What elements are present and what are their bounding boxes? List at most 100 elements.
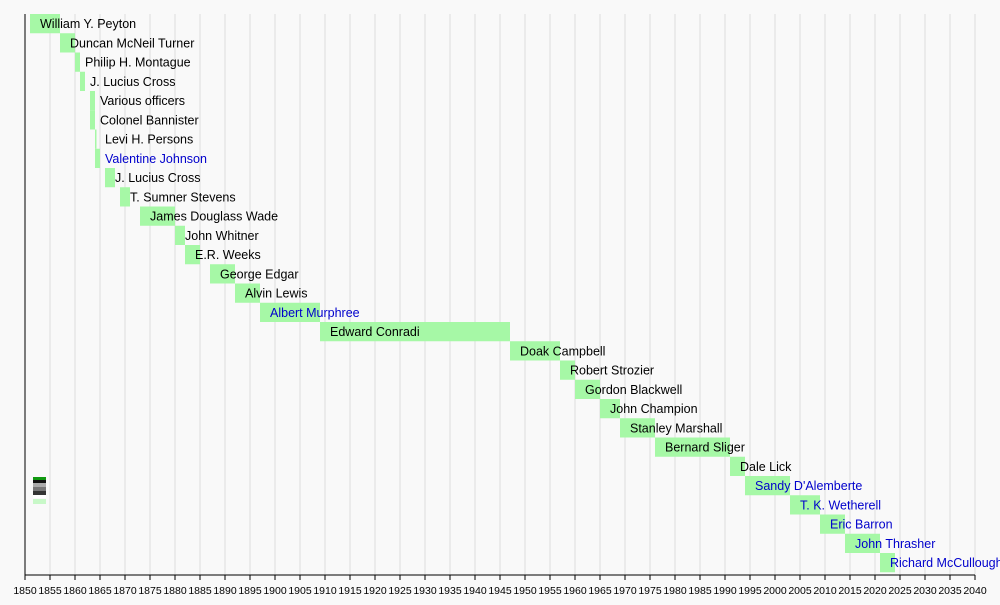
x-tick-label: 1895 — [238, 585, 262, 597]
bar-label: Philip H. Montague — [85, 56, 191, 70]
bar — [90, 91, 95, 111]
x-tick-label: 1935 — [438, 585, 462, 597]
bar — [820, 514, 845, 534]
x-tick-label: 1850 — [13, 585, 37, 597]
x-tick-label: 2000 — [763, 585, 787, 597]
legend-swatch — [33, 499, 46, 504]
x-tick-label: 1970 — [613, 585, 637, 597]
bar-label-link[interactable]: Eric Barron — [830, 518, 893, 532]
bar-label: Duncan McNeil Turner — [70, 36, 194, 50]
bar-label: George Edgar — [220, 267, 299, 281]
x-tick-label: 1950 — [513, 585, 537, 597]
x-tick-label: 1910 — [313, 585, 337, 597]
bar-label-link[interactable]: Richard McCullough — [890, 556, 1000, 570]
bar-label: Various officers — [100, 94, 185, 108]
x-tick-label: 1865 — [88, 585, 112, 597]
x-tick-label: 2010 — [813, 585, 837, 597]
bar — [105, 168, 115, 188]
x-tick-label: 1855 — [38, 585, 62, 597]
x-tick-label: 1940 — [463, 585, 487, 597]
x-tick-label: 1915 — [338, 585, 362, 597]
x-tick-label: 1890 — [213, 585, 237, 597]
legend-swatch — [33, 487, 46, 491]
bar-label-link[interactable]: John Thrasher — [855, 537, 935, 551]
x-tick-label: 1980 — [663, 585, 687, 597]
bar-label: Alvin Lewis — [245, 287, 308, 301]
bar-labels: William Y. Peyton Duncan McNeil Turner Phi… — [40, 17, 1000, 570]
legend-swatch — [33, 480, 46, 483]
bar-label: Levi H. Persons — [105, 133, 193, 147]
bar — [320, 322, 510, 342]
bar — [140, 206, 175, 226]
bar — [95, 129, 97, 149]
bar-label: Gordon Blackwell — [585, 383, 682, 397]
x-tick-label: 1965 — [588, 585, 612, 597]
x-tick-label: 1885 — [188, 585, 212, 597]
bar — [95, 148, 100, 168]
x-tick-label: 2015 — [838, 585, 862, 597]
x-tick-label: 1870 — [113, 585, 137, 597]
x-tick-label: 1905 — [288, 585, 312, 597]
x-tick-label: 1875 — [138, 585, 162, 597]
bar — [235, 283, 260, 303]
x-tick-label: 1960 — [563, 585, 587, 597]
bar — [30, 14, 60, 34]
legend — [33, 477, 46, 504]
x-tick-label: 1945 — [488, 585, 512, 597]
legend-swatch — [33, 495, 46, 498]
x-tick-label: 1985 — [688, 585, 712, 597]
x-tick-label: 1880 — [163, 585, 187, 597]
bar — [260, 302, 320, 322]
x-tick-label: 1955 — [538, 585, 562, 597]
bars — [30, 14, 895, 573]
bar-label: T. Sumner Stevens — [130, 190, 236, 204]
bar-label: William Y. Peyton — [40, 17, 136, 31]
bar — [90, 110, 95, 130]
x-tick-label: 2005 — [788, 585, 812, 597]
x-tick-label: 1995 — [738, 585, 762, 597]
x-tick-label: 1860 — [63, 585, 87, 597]
x-tick-label: 1925 — [388, 585, 412, 597]
bar — [575, 379, 600, 399]
bar-label-link[interactable]: T. K. Wetherell — [800, 498, 881, 512]
grid-lines — [49, 14, 976, 575]
x-tick-label: 2025 — [888, 585, 912, 597]
bar — [185, 245, 200, 265]
bar-label-link[interactable]: Albert Murphree — [270, 306, 360, 320]
bar — [60, 33, 75, 53]
x-tick-label: 2020 — [863, 585, 887, 597]
bar-label: James Douglass Wade — [150, 210, 278, 224]
bar-label: Doak Campbell — [520, 344, 605, 358]
bar-label: Colonel Bannister — [100, 113, 199, 127]
legend-swatch — [33, 477, 46, 480]
legend-swatch — [33, 491, 46, 495]
x-tick-label: 1920 — [363, 585, 387, 597]
bar — [210, 264, 235, 284]
bar — [120, 187, 130, 207]
bar-label: Robert Strozier — [570, 364, 654, 378]
bar — [790, 495, 820, 515]
x-tick-label: 1975 — [638, 585, 662, 597]
bar — [620, 418, 655, 438]
bar-label: Bernard Sliger — [665, 441, 745, 455]
x-tick-label: 1990 — [713, 585, 737, 597]
legend-swatch — [33, 483, 46, 487]
x-tick-label: 1930 — [413, 585, 437, 597]
bar-label: E.R. Weeks — [195, 248, 261, 262]
x-tick-label: 1900 — [263, 585, 287, 597]
bar-label-link[interactable]: Sandy D'Alemberte — [755, 479, 862, 493]
x-tick-label: 2040 — [963, 585, 987, 597]
bar-label-link[interactable]: Valentine Johnson — [105, 152, 207, 166]
bar — [175, 225, 185, 245]
bar-label: J. Lucius Cross — [90, 75, 175, 89]
bar — [510, 341, 560, 361]
x-tick-label: 2030 — [913, 585, 937, 597]
bar — [845, 533, 880, 553]
bar-label: John Whitner — [185, 229, 259, 243]
bar — [745, 476, 790, 496]
bar — [560, 360, 575, 380]
bar — [600, 399, 620, 419]
bar-label: Edward Conradi — [330, 325, 420, 339]
x-tick-label: 2035 — [938, 585, 962, 597]
bar-label: J. Lucius Cross — [115, 171, 200, 185]
